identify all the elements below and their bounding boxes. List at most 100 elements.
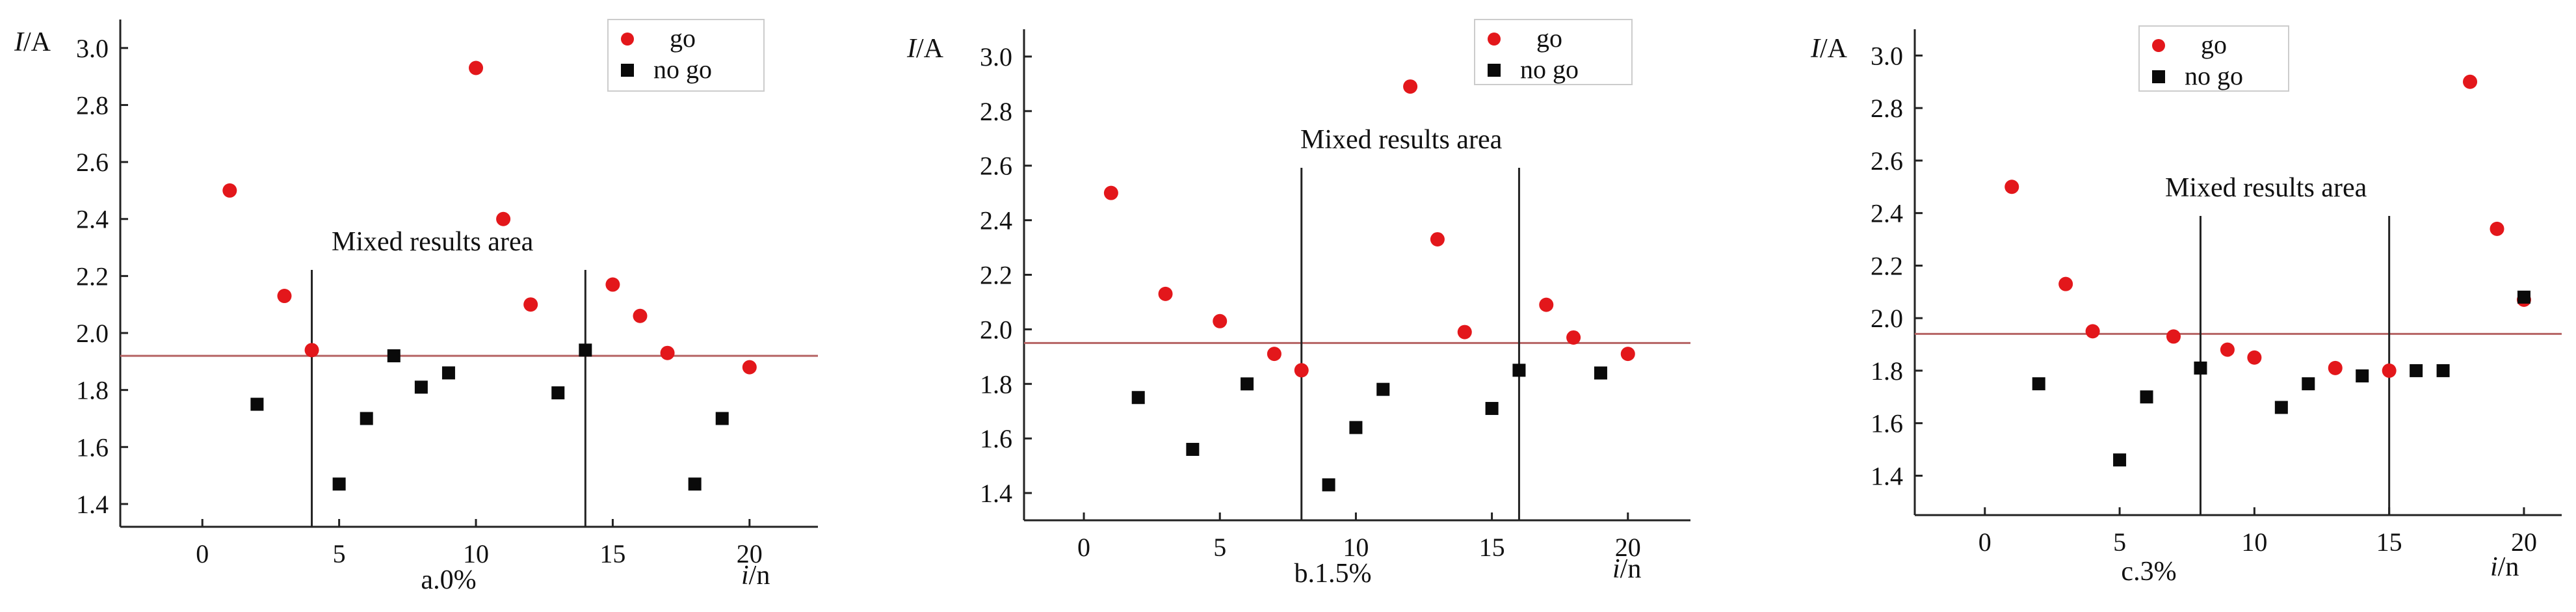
legend-go-marker	[1488, 33, 1501, 46]
no-go-point	[250, 397, 264, 411]
go-point	[2220, 342, 2235, 357]
y-tick-label: 1.4	[1871, 461, 1903, 490]
no-go-point	[2436, 364, 2450, 377]
y-tick-label: 2.6	[1871, 146, 1903, 176]
go-point	[660, 345, 675, 360]
legend-go-marker	[621, 33, 634, 46]
no-go-point	[2274, 401, 2288, 414]
x-tick-label: 0	[1978, 527, 1991, 557]
go-point	[496, 211, 511, 226]
y-tick-label: 2.0	[76, 319, 109, 348]
x-tick-label: 15	[2376, 527, 2402, 557]
no-go-point	[1594, 366, 1607, 380]
y-axis-title: I/A	[14, 27, 51, 57]
y-tick-label: 2.4	[1871, 199, 1903, 228]
go-point	[2247, 350, 2262, 365]
legend-no-go-label: no go	[1520, 55, 1579, 84]
x-tick-label: 15	[1479, 533, 1505, 562]
x-tick-label: 15	[599, 539, 625, 568]
no-go-point	[2140, 390, 2153, 404]
y-tick-label: 2.8	[1871, 94, 1903, 123]
go-point	[2004, 180, 2019, 194]
no-go-point	[1376, 382, 1390, 396]
y-tick-label: 1.4	[980, 479, 1012, 508]
y-tick-label: 2.4	[76, 205, 109, 234]
go-point	[633, 308, 648, 323]
go-point	[1103, 185, 1118, 200]
legend-no-go-marker	[1488, 64, 1501, 77]
legend-no-go-label: no go	[2185, 61, 2243, 90]
y-tick-label: 1.8	[1871, 356, 1903, 386]
go-point	[2490, 221, 2504, 236]
no-go-point	[2517, 290, 2530, 304]
no-go-point	[441, 366, 455, 380]
no-go-point	[1349, 421, 1363, 434]
x-axis-title: i/n	[1612, 554, 1641, 584]
legend-box	[1474, 19, 1633, 85]
y-tick-label: 1.8	[980, 369, 1012, 399]
no-go-point	[715, 412, 729, 425]
go-point	[2463, 74, 2478, 89]
x-tick-label: 10	[2241, 527, 2267, 557]
x-tick-label: 20	[737, 539, 763, 568]
x-tick-label: 0	[1077, 533, 1090, 562]
y-tick-label: 1.6	[980, 424, 1012, 453]
panel-3: 1.4 1.6 1.8 2.0 2.2 2.4 2.6 2.8 3.0 0 5 10 15 20 I/A i/…	[1810, 25, 2562, 587]
go-point	[1267, 347, 1281, 362]
x-tick-label: 0	[196, 539, 209, 568]
go-point	[1620, 347, 1635, 362]
x-axis-title: i/n	[741, 561, 770, 591]
y-tick-label: 2.6	[980, 152, 1012, 181]
y-tick-label: 1.8	[76, 376, 109, 405]
y-tick-label: 2.4	[980, 206, 1012, 235]
legend-go-label: go	[670, 23, 696, 53]
x-tick-label: 20	[2511, 527, 2537, 557]
go-point	[1539, 297, 1554, 312]
go-point	[605, 277, 620, 292]
go-point	[2328, 360, 2343, 375]
no-go-point	[387, 349, 401, 363]
go-point	[1158, 286, 1173, 301]
no-go-point	[360, 412, 373, 425]
y-tick-label: 2.6	[76, 148, 109, 177]
legend-no-go-marker	[2152, 70, 2165, 83]
x-tick-label: 5	[333, 539, 346, 568]
go-point	[469, 60, 484, 75]
go-point	[1566, 330, 1581, 345]
y-tick-label: 2.2	[76, 261, 109, 291]
y-tick-label: 2.2	[980, 261, 1012, 290]
y-tick-label: 2.2	[1871, 251, 1903, 280]
legend-no-go-marker	[621, 64, 634, 77]
go-point	[1457, 325, 1472, 339]
no-go-point	[1322, 478, 1335, 492]
mixed-area-label: Mixed results area	[1300, 125, 1503, 155]
no-go-point	[1485, 402, 1499, 416]
y-axis-title: I/A	[906, 34, 944, 64]
no-go-point	[2032, 377, 2045, 391]
no-go-point	[2302, 377, 2315, 391]
mixed-area-label: Mixed results area	[332, 227, 534, 257]
x-axis-title: i/n	[2490, 552, 2519, 582]
no-go-point	[1186, 442, 1200, 456]
go-point	[1294, 363, 1309, 378]
panel-1: 1.4 1.6 1.8 2.0 2.2 2.4 2.6 2.8 3.0 0 5 10 15 20 I/A i/…	[14, 19, 818, 595]
x-tick-label: 10	[463, 539, 489, 568]
legend-go-label: go	[2201, 30, 2227, 59]
panel-caption: a.0%	[421, 565, 476, 595]
y-tick-label: 1.4	[76, 490, 109, 519]
no-go-point	[1131, 391, 1145, 405]
go-point	[1430, 232, 1445, 246]
no-go-point	[414, 380, 428, 394]
panel-caption: c.3%	[2121, 557, 2176, 587]
mixed-area-label: Mixed results area	[2165, 173, 2367, 203]
no-go-point	[1241, 377, 1254, 391]
y-tick-label: 2.0	[980, 315, 1012, 344]
go-point	[304, 343, 319, 358]
y-tick-label: 3.0	[76, 34, 109, 63]
legend-no-go-label: no go	[653, 55, 712, 84]
x-tick-label: 5	[2113, 527, 2126, 557]
go-point	[1403, 79, 1418, 94]
go-point	[2085, 324, 2100, 339]
panel-caption: b.1.5%	[1295, 559, 1372, 589]
